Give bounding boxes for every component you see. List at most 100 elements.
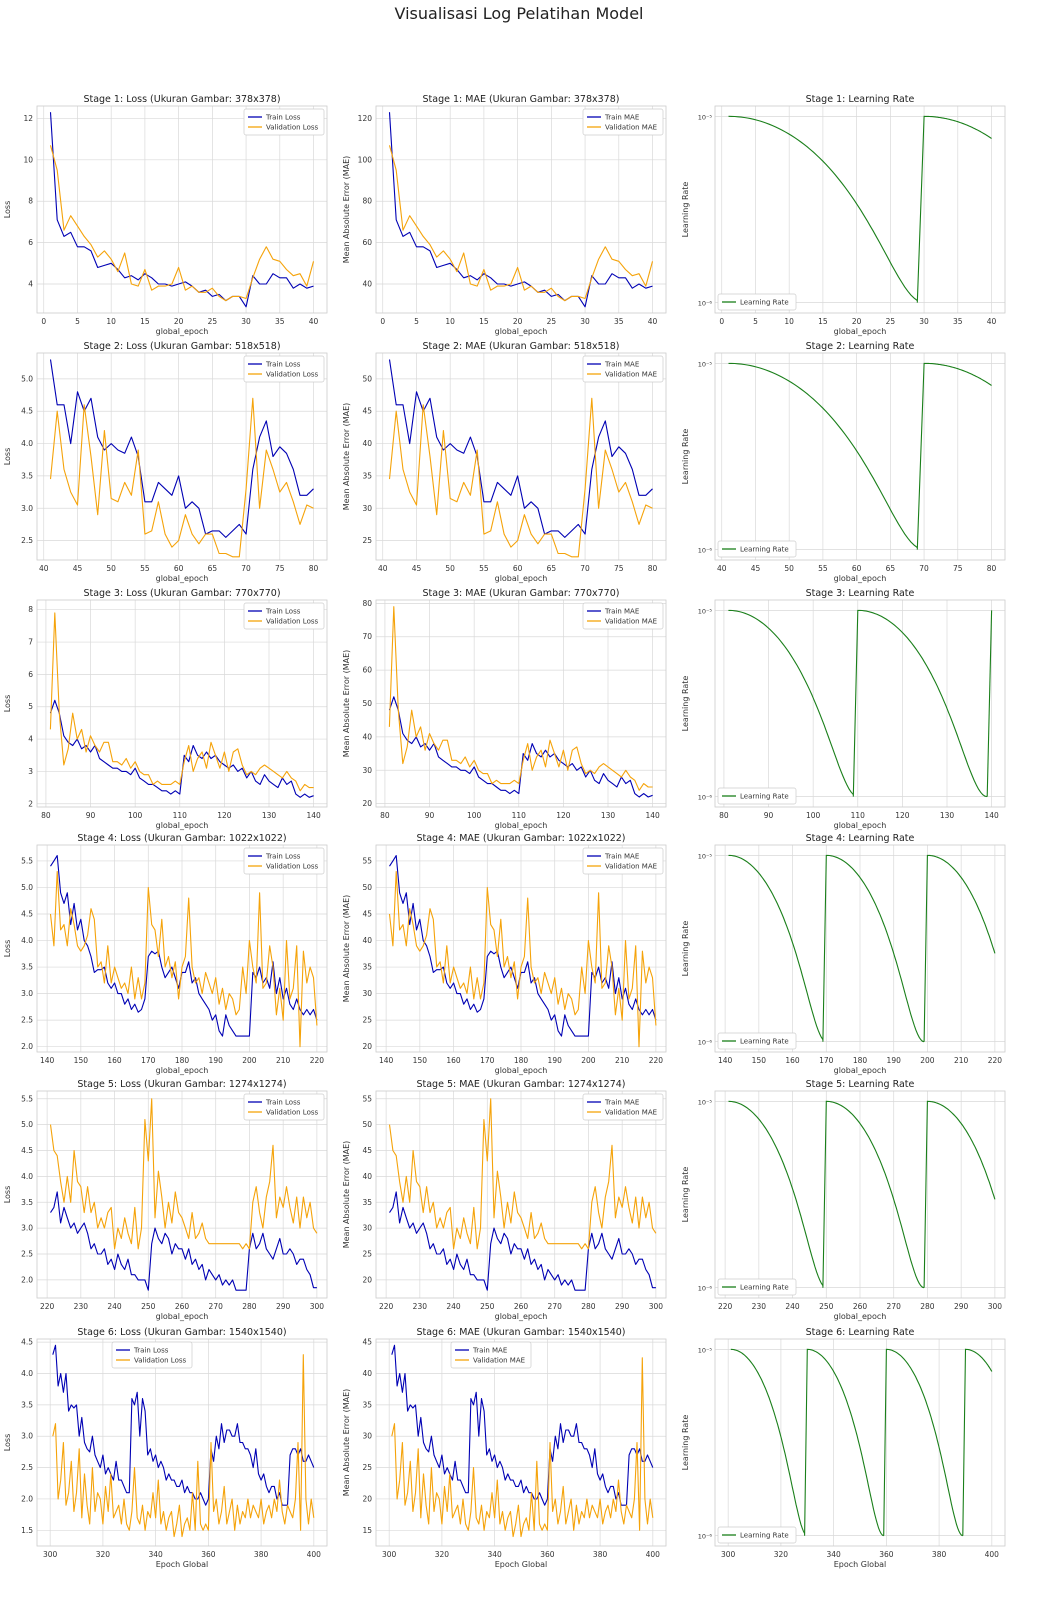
x-tick-label: 200 [581,1056,596,1065]
x-tick-label: 5 [75,317,80,326]
chart-panel: Stage 5: Learning Rate 220 230 240 250 260 270… [681,1079,1006,1321]
x-tick-label: 30 [580,317,590,326]
x-tick-label: 210 [954,1056,969,1065]
legend: Train Loss Validation Loss [243,847,325,875]
y-tick-label: 5.0 [21,374,33,383]
x-axis-label: Epoch Global [156,1560,209,1569]
x-tick-label: 120 [217,811,232,820]
lr-series-line [728,115,918,301]
legend-label: Validation MAE [605,618,657,626]
legend-label: Validation Loss [266,1109,318,1117]
lr-series-line [728,609,854,795]
legend: Learning Rate [717,1278,797,1296]
legend-box [717,787,797,805]
x-axis-label: global_epoch [156,574,209,583]
x-tick-label: 130 [262,811,277,820]
x-tick-label: 15 [818,317,828,326]
x-axis-label: global_epoch [834,1312,887,1321]
y-tick-label: 25 [362,1250,372,1259]
lr-series-line [728,854,824,1040]
y-tick-label: 10⁻⁶ [698,1285,713,1293]
x-tick-label: 220 [379,1302,394,1311]
legend-box [582,108,664,136]
axes-frame [714,1090,1006,1299]
y-tick-label: 15 [362,1526,372,1535]
chart-panel: Stage 6: MAE (Ukuran Gambar: 1540x1540) 3… [342,1327,667,1569]
x-tick-label: 40 [717,564,727,573]
y-tick-label: 45 [362,1338,372,1347]
legend-label: Validation Loss [266,618,318,626]
x-tick-label: 150 [413,1056,428,1065]
x-tick-label: 75 [953,564,963,573]
axes-frame [714,1338,1006,1547]
x-tick-label: 220 [649,1056,664,1065]
y-tick-label: 30 [362,504,372,513]
panel-title: Stage 5: Loss (Ukuran Gambar: 1274x1274) [77,1079,286,1090]
legend: Learning Rate [717,540,797,558]
legend: Learning Rate [717,1526,797,1544]
y-axis-label: Learning Rate [681,182,690,238]
x-tick-label: 300 [721,1550,736,1559]
lr-series-line [916,362,992,550]
y-tick-label: 4.5 [21,1338,33,1347]
y-tick-label: 3.5 [21,471,33,480]
x-tick-label: 25 [208,317,218,326]
y-axis-label: Mean Absolute Error (MAE) [342,156,351,264]
axes-frame [375,105,667,314]
x-tick-label: 360 [201,1550,216,1559]
x-tick-label: 200 [920,1056,935,1065]
legend-box [582,602,664,630]
legend-label: Learning Rate [740,1038,789,1046]
x-tick-label: 150 [74,1056,89,1065]
y-tick-label: 25 [362,1016,372,1025]
x-tick-label: 230 [413,1302,428,1311]
legend: Train MAE Validation MAE [582,847,664,875]
y-tick-label: 3.0 [21,989,33,998]
y-tick-label: 4.0 [21,439,33,448]
panel-title: Stage 3: Loss (Ukuran Gambar: 770x770) [83,588,280,599]
x-tick-label: 80 [648,564,658,573]
legend-label: Train Loss [133,1347,169,1355]
lr-series-line [962,1348,993,1536]
panel-title: Stage 4: Learning Rate [806,833,915,844]
x-axis-label: global_epoch [156,1066,209,1075]
x-tick-label: 25 [886,317,896,326]
y-tick-label: 2.5 [21,536,33,545]
x-tick-label: 380 [593,1550,608,1559]
x-tick-label: 200 [242,1056,257,1065]
y-tick-label: 10⁻⁵ [698,113,713,121]
y-tick-label: 10⁻⁵ [698,852,713,860]
x-tick-label: 30 [241,317,251,326]
x-tick-label: 80 [41,811,51,820]
y-tick-label: 10⁻⁵ [698,607,713,615]
y-tick-label: 45 [362,1146,372,1155]
x-axis-label: Epoch Global [495,1560,548,1569]
x-tick-label: 70 [580,564,590,573]
axes-frame [714,105,1006,314]
x-tick-label: 140 [645,811,660,820]
legend: Train Loss Validation Loss [243,108,325,136]
legend-box [582,355,664,383]
x-tick-label: 290 [276,1302,291,1311]
y-tick-label: 45 [362,407,372,416]
x-tick-label: 240 [107,1302,122,1311]
y-tick-label: 35 [362,1400,372,1409]
x-tick-label: 110 [512,811,527,820]
x-tick-label: 220 [988,1056,1003,1065]
legend-box [582,847,664,875]
panel-title: Stage 1: MAE (Ukuran Gambar: 378x378) [423,94,620,105]
y-tick-label: 35 [362,1198,372,1207]
axes-frame [36,1338,328,1547]
y-tick-label: 30 [362,989,372,998]
x-tick-label: 300 [310,1302,325,1311]
x-tick-label: 60 [174,564,184,573]
legend-box [717,1526,797,1544]
x-tick-label: 55 [140,564,150,573]
x-tick-label: 20 [513,317,523,326]
legend: Train Loss Validation Loss [243,355,325,383]
train-series-line [49,699,314,798]
lr-series-line [916,115,992,303]
x-tick-label: 15 [479,317,489,326]
panel-title: Stage 6: MAE (Ukuran Gambar: 1540x1540) [416,1327,625,1338]
